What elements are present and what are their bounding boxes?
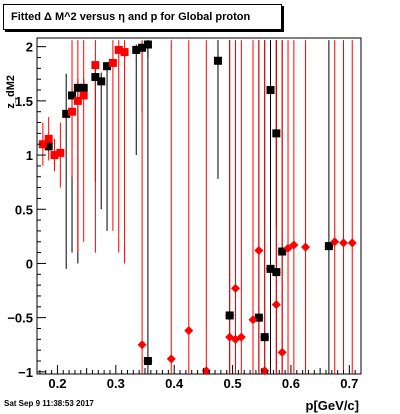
data-point-diamond — [266, 264, 276, 274]
x-tick-label: 0.7 — [340, 376, 358, 391]
data-point-square — [56, 148, 65, 157]
y-tick-label: 1.5 — [15, 94, 33, 109]
data-point-square — [68, 107, 77, 116]
y-tick-label: −0.5 — [7, 311, 33, 326]
data-point-diamond — [254, 313, 264, 323]
data-point-diamond — [271, 267, 281, 277]
data-point-square — [44, 142, 53, 151]
x-axis: 0.2 0.3 0.4 0.5 0.6 0.7 — [39, 365, 362, 391]
data-point-square — [91, 73, 100, 82]
data-point-square — [38, 140, 47, 149]
data-point-square — [44, 134, 53, 143]
data-point-square — [143, 40, 152, 49]
data-point-diamond — [277, 347, 287, 357]
data-point-diamond — [289, 240, 299, 250]
data-point-square — [114, 45, 123, 54]
data-point-diamond — [184, 326, 194, 336]
data-point-diamond — [338, 238, 348, 248]
plot-frame — [36, 37, 362, 375]
data-point-square — [62, 109, 71, 118]
data-point-square — [79, 83, 88, 92]
y-axis: −1 −0.5 0 0.5 1 1.5 2 — [7, 40, 46, 380]
data-point-diamond — [236, 332, 246, 342]
chart-title: Fitted Δ M^2 versus η and p for Global p… — [3, 4, 282, 30]
data-point-square — [108, 58, 117, 67]
y-axis-label: z_dM2 — [5, 75, 17, 109]
markers — [38, 40, 357, 376]
data-point-diamond — [271, 300, 281, 310]
data-point-diamond — [277, 247, 287, 257]
data-point-diamond — [225, 310, 235, 320]
x-tick-label: 0.6 — [282, 376, 300, 391]
data-point-square — [120, 48, 129, 57]
data-point-diamond — [260, 366, 270, 376]
data-point-square — [132, 45, 141, 54]
x-tick-label: 0.2 — [48, 376, 66, 391]
data-point-diamond — [283, 243, 293, 253]
y-tick-label: 1 — [26, 148, 33, 163]
data-point-square — [103, 62, 112, 71]
data-point-square — [91, 61, 100, 70]
x-tick-label: 0.5 — [224, 376, 242, 391]
data-point-square — [79, 91, 88, 100]
data-point-square — [138, 43, 147, 52]
data-point-square — [73, 83, 82, 92]
data-point-diamond — [137, 340, 147, 350]
data-point-diamond — [324, 241, 334, 251]
timestamp: Sat Sep 9 11:38:53 2017 — [4, 399, 94, 408]
data-point-square — [97, 77, 106, 86]
y-tick-label: 2 — [26, 40, 33, 55]
data-point-diamond — [254, 245, 264, 255]
data-point-square — [272, 129, 281, 138]
data-point-diamond — [347, 238, 357, 248]
x-axis-label: p[GeV/c] — [306, 398, 359, 413]
data-point-diamond — [143, 356, 153, 366]
data-point-diamond — [230, 283, 240, 293]
data-point-diamond — [301, 242, 311, 252]
x-tick-label: 0.3 — [107, 376, 125, 391]
x-tick-label: 0.4 — [165, 376, 184, 391]
data-point-square — [68, 91, 77, 100]
data-point-diamond — [248, 315, 258, 325]
data-point-square — [213, 56, 222, 65]
y-tick-label: 0.5 — [15, 202, 33, 217]
data-point-square — [73, 96, 82, 105]
data-point-square — [266, 86, 275, 95]
data-point-diamond — [166, 354, 176, 364]
data-point-diamond — [330, 237, 340, 247]
data-point-diamond — [260, 332, 270, 342]
data-point-diamond — [201, 366, 211, 376]
y-tick-label: −1 — [18, 365, 33, 380]
data-point-square — [50, 151, 59, 160]
y-tick-label: 0 — [26, 256, 33, 271]
error-bars — [42, 40, 353, 374]
